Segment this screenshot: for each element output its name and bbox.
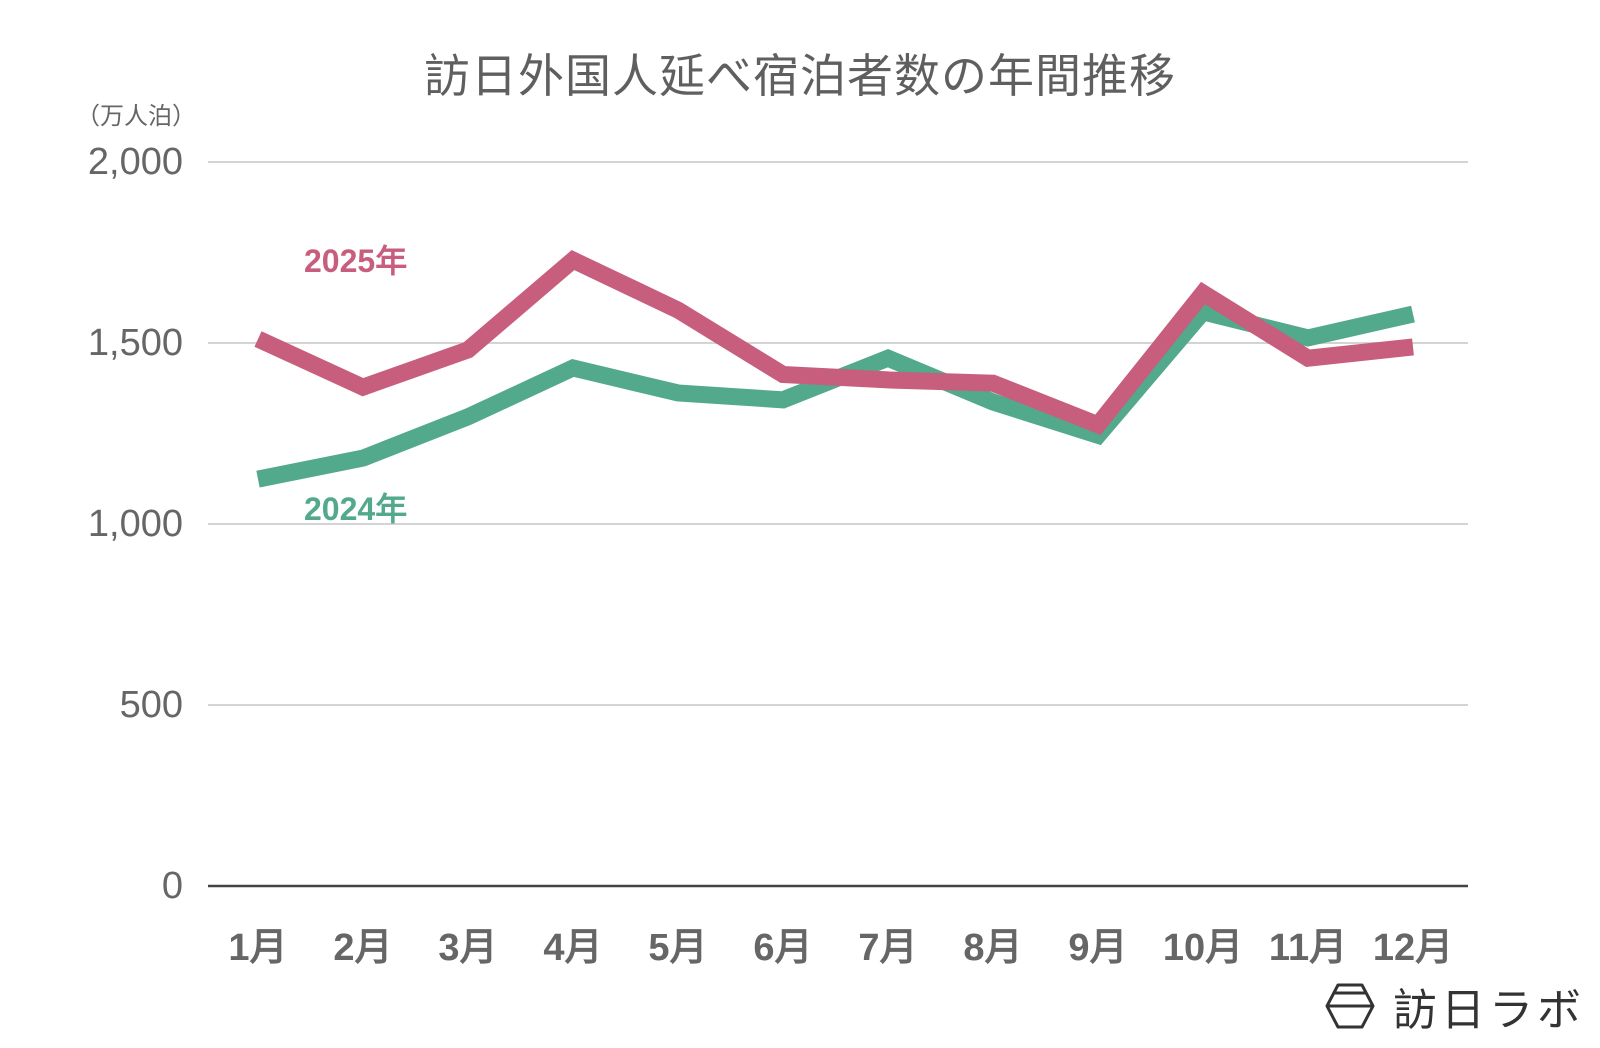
- x-tick-label: 12月: [1372, 927, 1454, 969]
- x-tick-label: 2月: [333, 927, 393, 969]
- series-label-2025: 2025年: [304, 243, 408, 279]
- chart-title: 訪日外国人延べ宿泊者数の年間推移: [424, 49, 1176, 103]
- x-tick-label: 1月: [228, 927, 288, 969]
- x-tick-label: 3月: [438, 927, 498, 969]
- x-tick-label: 8月: [963, 927, 1023, 969]
- x-tick-label: 5月: [648, 927, 708, 969]
- brand-logo-text: 訪日ラボ: [1393, 985, 1585, 1036]
- y-tick-label: 500: [119, 684, 183, 726]
- x-tick-label: 9月: [1068, 927, 1128, 969]
- y-tick-label: 2,000: [87, 141, 183, 183]
- y-tick-label: 0: [161, 865, 183, 907]
- hexagon-logo-icon: [1325, 983, 1375, 1029]
- series-line-2024: [256, 302, 1415, 488]
- brand-logo: 訪日ラボ: [1325, 980, 1585, 1036]
- series-line-2025: [254, 250, 1414, 436]
- x-tick-label: 7月: [858, 927, 918, 969]
- x-tick-label: 11月: [1268, 927, 1348, 969]
- y-tick-label: 1,000: [87, 503, 183, 545]
- y-axis-unit-label: （万人泊）: [76, 102, 196, 130]
- series-label-2024: 2024年: [304, 491, 408, 527]
- x-tick-label: 10月: [1162, 927, 1244, 969]
- y-tick-label: 1,500: [87, 322, 183, 364]
- x-tick-label: 6月: [753, 927, 813, 969]
- x-tick-label: 4月: [543, 927, 603, 969]
